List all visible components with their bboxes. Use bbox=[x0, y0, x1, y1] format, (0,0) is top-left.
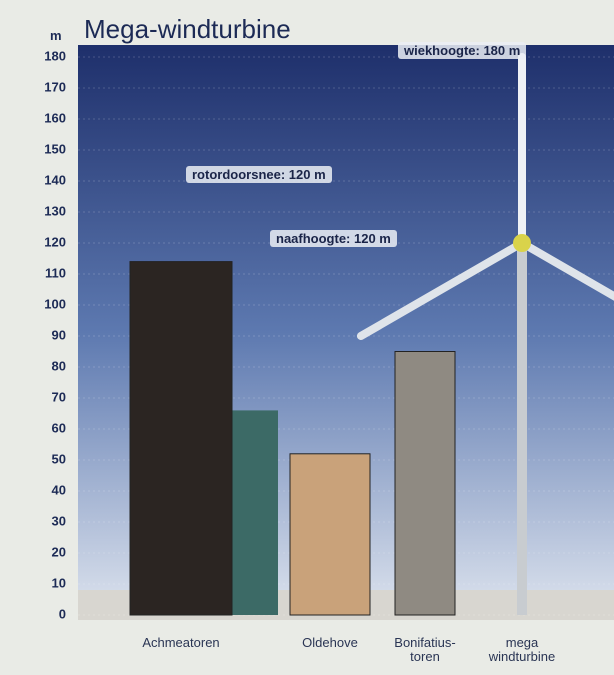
y-tick-label: 60 bbox=[52, 420, 66, 435]
infographic: 0 10 20 30 40 50 60 70 80 90 100 110 120 130 140 150 160… bbox=[0, 0, 614, 675]
chart-title: Mega-windturbine bbox=[84, 14, 291, 45]
y-tick-label: 70 bbox=[52, 389, 66, 404]
y-tick-label: 110 bbox=[45, 265, 66, 280]
x-tick-label: Bonifatius-toren bbox=[380, 636, 470, 664]
chart: 0 10 20 30 40 50 60 70 80 90 100 110 120 130 140 150 160… bbox=[0, 0, 614, 675]
y-tick-label: 50 bbox=[52, 451, 66, 466]
building bbox=[395, 352, 455, 616]
y-tick-label: 30 bbox=[52, 513, 66, 528]
y-tick-label: 10 bbox=[52, 575, 66, 590]
y-tick-label: 40 bbox=[52, 482, 66, 497]
y-tick-label: 140 bbox=[44, 172, 66, 187]
annotation: wiekhoogte: 180 m bbox=[398, 42, 526, 59]
y-unit: m bbox=[50, 28, 62, 43]
turbine-tower bbox=[517, 243, 527, 615]
building bbox=[290, 454, 370, 615]
y-tick-label: 130 bbox=[44, 203, 66, 218]
x-tick-label: Oldehove bbox=[285, 636, 375, 650]
turbine-hub bbox=[513, 234, 531, 252]
x-tick-label: Achmeatoren bbox=[136, 636, 226, 650]
annotation: rotordoorsnee: 120 m bbox=[186, 166, 332, 183]
y-tick-label: 80 bbox=[52, 358, 66, 373]
x-tick-label: mega windturbine bbox=[477, 636, 567, 664]
y-tick-label: 20 bbox=[52, 544, 66, 559]
y-tick-label: 170 bbox=[44, 79, 66, 94]
y-tick-label: 150 bbox=[44, 141, 66, 156]
annotation: naafhoogte: 120 m bbox=[270, 230, 397, 247]
y-tick-label: 0 bbox=[59, 606, 66, 621]
y-tick-label: 160 bbox=[44, 110, 66, 125]
y-tick-label: 180 bbox=[44, 48, 66, 63]
building bbox=[130, 262, 232, 615]
y-tick-label: 100 bbox=[44, 296, 66, 311]
y-tick-label: 120 bbox=[44, 234, 66, 249]
y-tick-label: 90 bbox=[52, 327, 66, 342]
